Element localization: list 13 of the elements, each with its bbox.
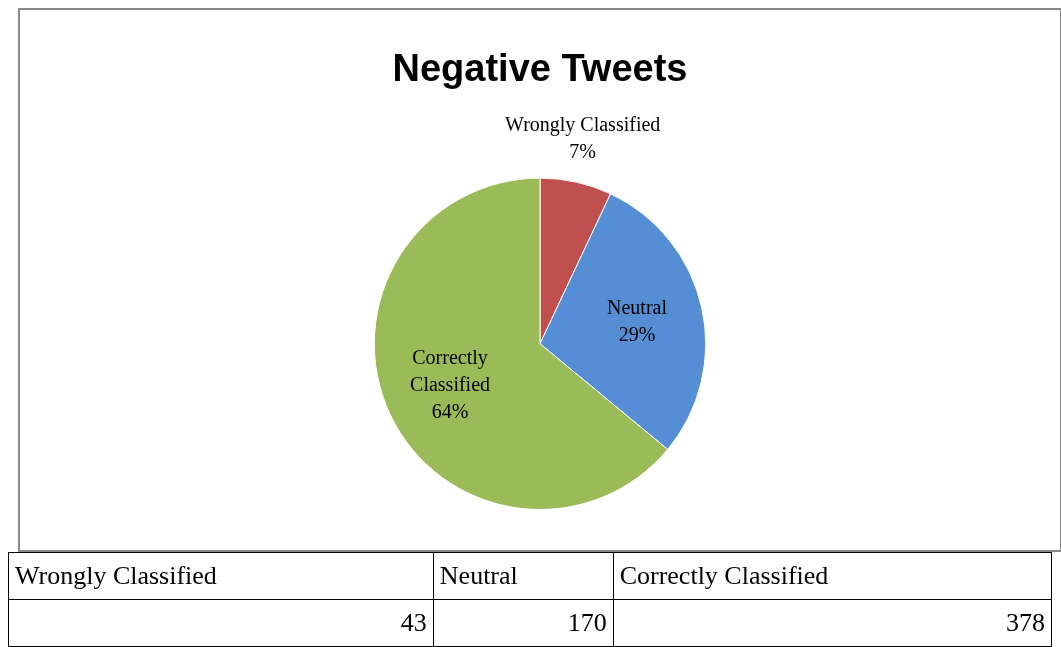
text: 43 bbox=[8, 599, 434, 647]
slice-label: Correctly Classified bbox=[613, 552, 1052, 600]
slice-label: Neutral bbox=[607, 295, 668, 318]
chart-title: Negative Tweets bbox=[392, 47, 688, 90]
category-label: Wrongly Classified bbox=[15, 561, 217, 590]
data-label: 64% bbox=[431, 400, 469, 423]
data-label: 29% bbox=[618, 322, 656, 345]
slice-label: Correctly Classified bbox=[410, 346, 491, 396]
text: 170 bbox=[433, 599, 614, 647]
data-label: 7% bbox=[569, 140, 597, 163]
text: 378 bbox=[613, 599, 1052, 647]
category-label: Neutral bbox=[439, 561, 518, 590]
slice-label: Wrongly Classified bbox=[505, 113, 661, 137]
